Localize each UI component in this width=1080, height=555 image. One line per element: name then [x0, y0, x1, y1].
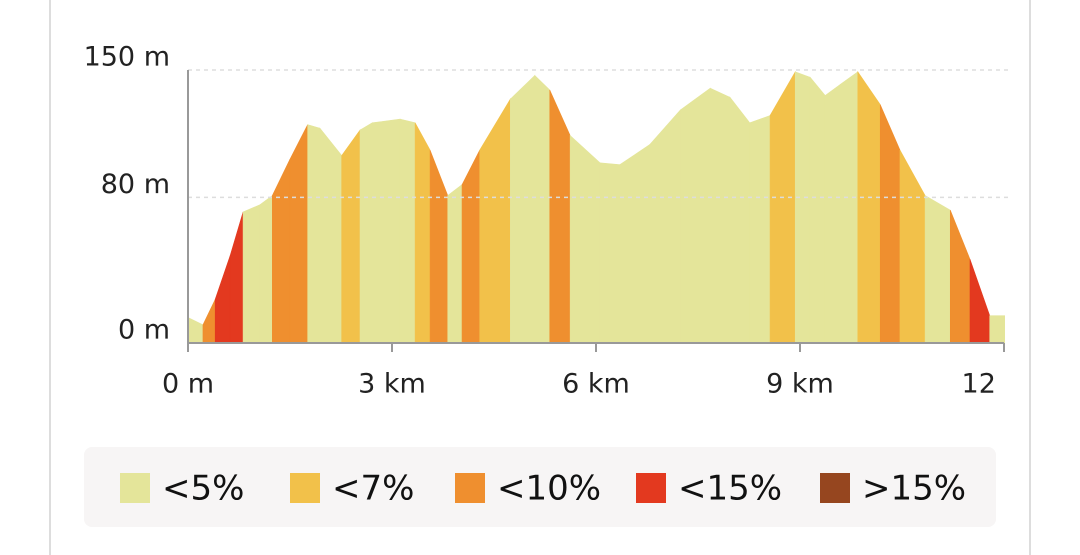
slope-segment	[709, 87, 731, 344]
slope-segment	[969, 259, 991, 344]
x-tick-label: 6 km	[562, 369, 630, 400]
slope-segment	[214, 255, 231, 344]
legend-box	[84, 447, 996, 527]
plot	[187, 69, 1010, 344]
x-tick-label: 9 km	[766, 369, 834, 400]
slope-segment	[289, 124, 308, 344]
legend-label: <10%	[497, 469, 601, 509]
slope-segment	[839, 71, 859, 344]
slope-segment	[341, 129, 361, 344]
y-tick-label: 80 m	[101, 169, 170, 200]
slope-segment	[534, 74, 551, 344]
slope-segment	[399, 118, 416, 344]
legend-label: <15%	[678, 469, 782, 509]
legend-swatch	[455, 473, 485, 503]
slope-segment	[680, 87, 711, 344]
slope-segment	[242, 204, 261, 344]
slope-segment	[599, 162, 621, 344]
slope-segment	[619, 144, 651, 344]
y-tick-label: 0 m	[118, 315, 170, 346]
slope-segment	[649, 109, 681, 344]
legend-swatch	[820, 473, 850, 503]
slope-segment	[729, 96, 750, 344]
slope-segment	[429, 149, 449, 344]
x-tick-label: 3 km	[358, 369, 426, 400]
legend-swatch	[636, 473, 666, 503]
slope-segment	[272, 159, 291, 344]
slope-segment	[809, 76, 826, 344]
slope-segment	[794, 71, 811, 344]
slope-segment	[371, 118, 401, 344]
slope-segment	[899, 149, 926, 344]
slope-segment	[989, 315, 1005, 344]
slope-segment	[461, 149, 481, 344]
slope-segment	[824, 83, 841, 344]
legend-label: <5%	[162, 469, 244, 509]
x-axis-labels: 0 m 3 km 6 km 9 km 12 km	[162, 369, 1047, 400]
slope-segment	[307, 124, 321, 344]
slope-segment	[319, 127, 342, 344]
x-tick-label: 12 km	[962, 369, 1047, 400]
slope-segment	[857, 70, 881, 344]
legend-label: >15%	[862, 469, 966, 509]
slope-segment	[749, 115, 771, 344]
legend-label: <7%	[332, 469, 414, 509]
slope-segment	[769, 70, 796, 344]
slope-segment	[229, 211, 244, 344]
slope-segment	[187, 317, 204, 344]
slope-segment	[202, 299, 216, 344]
slope-segment	[479, 98, 511, 344]
legend-swatch	[120, 473, 150, 503]
legend: <5% <7% <10% <15% >15%	[120, 469, 966, 509]
slope-segment	[949, 210, 971, 344]
slope-segment	[879, 104, 901, 344]
legend-swatch	[290, 473, 320, 503]
slope-segment	[924, 195, 951, 344]
y-tick-label: 150 m	[84, 42, 170, 73]
x-tick-label: 0 m	[162, 369, 214, 400]
slope-segment	[447, 184, 463, 344]
slope-segment	[359, 122, 373, 344]
slope-segment	[569, 134, 601, 344]
slope-segment	[549, 89, 571, 344]
slope-segment	[259, 194, 273, 344]
slope-segment	[414, 122, 431, 344]
slope-segment	[510, 74, 536, 344]
